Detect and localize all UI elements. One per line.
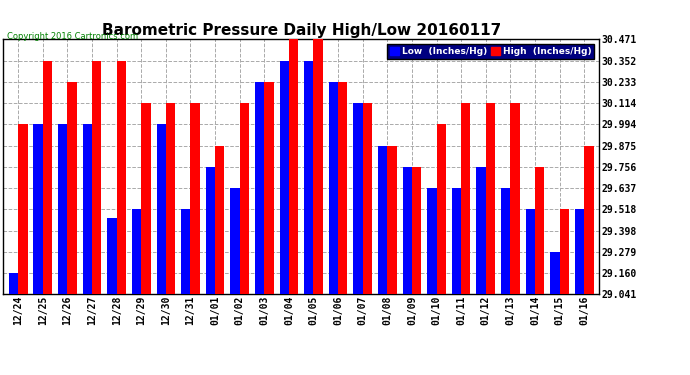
Bar [43,61,52,294]
Bar [353,103,363,294]
Bar [304,61,313,294]
Bar [18,124,28,294]
Bar [157,124,166,294]
Bar [511,103,520,294]
Bar [255,82,264,294]
Bar [535,167,544,294]
Bar [132,209,141,294]
Bar [68,82,77,294]
Bar [279,61,289,294]
Bar [412,167,422,294]
Bar [486,103,495,294]
Bar [501,188,511,294]
Bar [264,82,274,294]
Legend: Low  (Inches/Hg), High  (Inches/Hg): Low (Inches/Hg), High (Inches/Hg) [387,44,594,59]
Bar [58,124,68,294]
Bar [387,146,397,294]
Bar [363,103,372,294]
Bar [452,188,461,294]
Bar [215,146,224,294]
Bar [141,103,150,294]
Bar [338,82,348,294]
Bar [117,61,126,294]
Bar [9,273,18,294]
Bar [107,218,117,294]
Bar [313,39,323,294]
Bar [230,188,239,294]
Bar [378,146,387,294]
Bar [476,167,486,294]
Bar [83,124,92,294]
Bar [181,209,190,294]
Bar [560,209,569,294]
Bar [437,124,446,294]
Bar [34,124,43,294]
Bar [190,103,200,294]
Bar [402,167,412,294]
Bar [166,103,175,294]
Text: Copyright 2016 Cartronics.com: Copyright 2016 Cartronics.com [7,32,138,41]
Bar [289,39,298,294]
Bar [239,103,249,294]
Bar [92,61,101,294]
Bar [427,188,437,294]
Bar [328,82,338,294]
Bar [575,209,584,294]
Bar [550,252,560,294]
Bar [206,167,215,294]
Title: Barometric Pressure Daily High/Low 20160117: Barometric Pressure Daily High/Low 20160… [101,23,501,38]
Bar [584,146,593,294]
Bar [526,209,535,294]
Bar [461,103,471,294]
